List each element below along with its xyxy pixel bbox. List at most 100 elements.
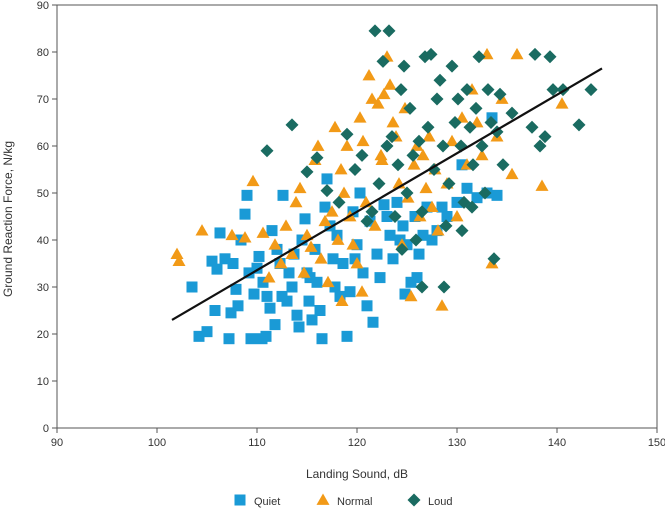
data-point: [316, 333, 328, 345]
data-point: [344, 286, 356, 298]
data-point: [404, 289, 418, 302]
data-point: [436, 139, 450, 153]
data-point: [451, 92, 465, 106]
data-point: [195, 224, 209, 236]
data-point: [304, 240, 318, 252]
data-point: [368, 24, 382, 38]
data-point: [450, 210, 464, 222]
data-point: [490, 125, 504, 139]
data-point: [251, 262, 263, 274]
data-point: [535, 179, 549, 191]
data-point: [465, 200, 479, 214]
data-point: [407, 158, 421, 170]
data-point: [399, 288, 411, 300]
legend-item-normal: Normal: [316, 493, 372, 508]
data-point: [321, 275, 335, 288]
data-point: [439, 219, 453, 233]
data-point: [377, 87, 391, 100]
data-point: [232, 300, 244, 312]
data-point: [413, 248, 425, 260]
data-point: [421, 120, 435, 134]
data-point: [445, 59, 459, 73]
data-point: [442, 177, 456, 191]
data-point: [533, 139, 547, 153]
data-point: [380, 139, 394, 153]
data-point: [475, 148, 489, 161]
data-point: [351, 239, 363, 251]
data-point: [397, 59, 411, 73]
data-point: [311, 276, 323, 288]
data-point: [430, 92, 444, 106]
data-point: [334, 290, 346, 302]
data-point: [424, 47, 438, 61]
data-point: [300, 228, 314, 241]
data-point: [246, 174, 260, 187]
data-point: [505, 167, 519, 180]
data-point: [426, 234, 438, 246]
data-point: [357, 267, 369, 279]
x-tick-label: 100: [148, 437, 166, 449]
data-point: [441, 211, 453, 222]
data-point: [510, 47, 524, 60]
data-point: [283, 267, 295, 279]
data-point: [253, 250, 265, 262]
data-point: [261, 290, 273, 302]
data-point: [245, 333, 257, 345]
data-point: [350, 257, 364, 269]
data-point: [276, 290, 288, 302]
data-point: [394, 83, 408, 97]
data-point: [310, 151, 324, 165]
data-point: [327, 253, 339, 265]
data-point: [371, 248, 383, 260]
data-points: [170, 24, 598, 345]
data-point: [417, 229, 429, 241]
data-point: [406, 148, 420, 162]
data-point: [525, 120, 539, 134]
data-point: [266, 225, 278, 237]
data-point: [381, 211, 393, 222]
data-point: [481, 83, 495, 97]
data-point: [412, 134, 426, 148]
data-point: [460, 83, 474, 97]
data-point: [362, 69, 376, 81]
data-point: [274, 257, 288, 269]
data-point: [303, 295, 315, 307]
legend-item-quiet: Quiet: [234, 494, 280, 508]
data-point: [337, 258, 349, 269]
data-point: [493, 87, 507, 101]
data-point: [320, 184, 334, 198]
data-point: [409, 211, 421, 222]
trendline-layer: [171, 67, 603, 321]
data-point: [496, 158, 510, 172]
data-point: [340, 139, 354, 151]
data-point: [374, 272, 386, 284]
data-point: [214, 227, 226, 239]
data-point: [388, 210, 402, 223]
data-point: [279, 219, 293, 231]
data-point: [471, 192, 483, 204]
data-point: [332, 195, 346, 209]
data-point: [314, 252, 328, 264]
data-point: [433, 73, 447, 87]
y-axis-title: Ground Reaction Force, N/kg: [1, 141, 15, 297]
data-point: [211, 263, 223, 275]
data-point: [331, 233, 345, 245]
data-point: [355, 285, 369, 297]
data-point: [293, 321, 305, 333]
axis-ticks: 90 100 110 120 130 140 150 0 10 20 30 40 50 60 70 80 90: [37, 0, 665, 449]
data-point: [386, 116, 400, 128]
data-point: [367, 316, 379, 328]
series-loud: [260, 24, 598, 294]
data-point: [314, 305, 326, 316]
data-point: [318, 214, 332, 227]
data-point: [378, 199, 390, 211]
data-point: [427, 163, 441, 176]
data-point: [437, 280, 451, 294]
x-tick-label: 130: [448, 437, 466, 449]
data-point: [186, 281, 198, 293]
legend-label: Loud: [428, 496, 452, 508]
data-point: [401, 239, 413, 251]
data-point: [241, 189, 253, 201]
x-tick-label: 120: [348, 437, 366, 449]
